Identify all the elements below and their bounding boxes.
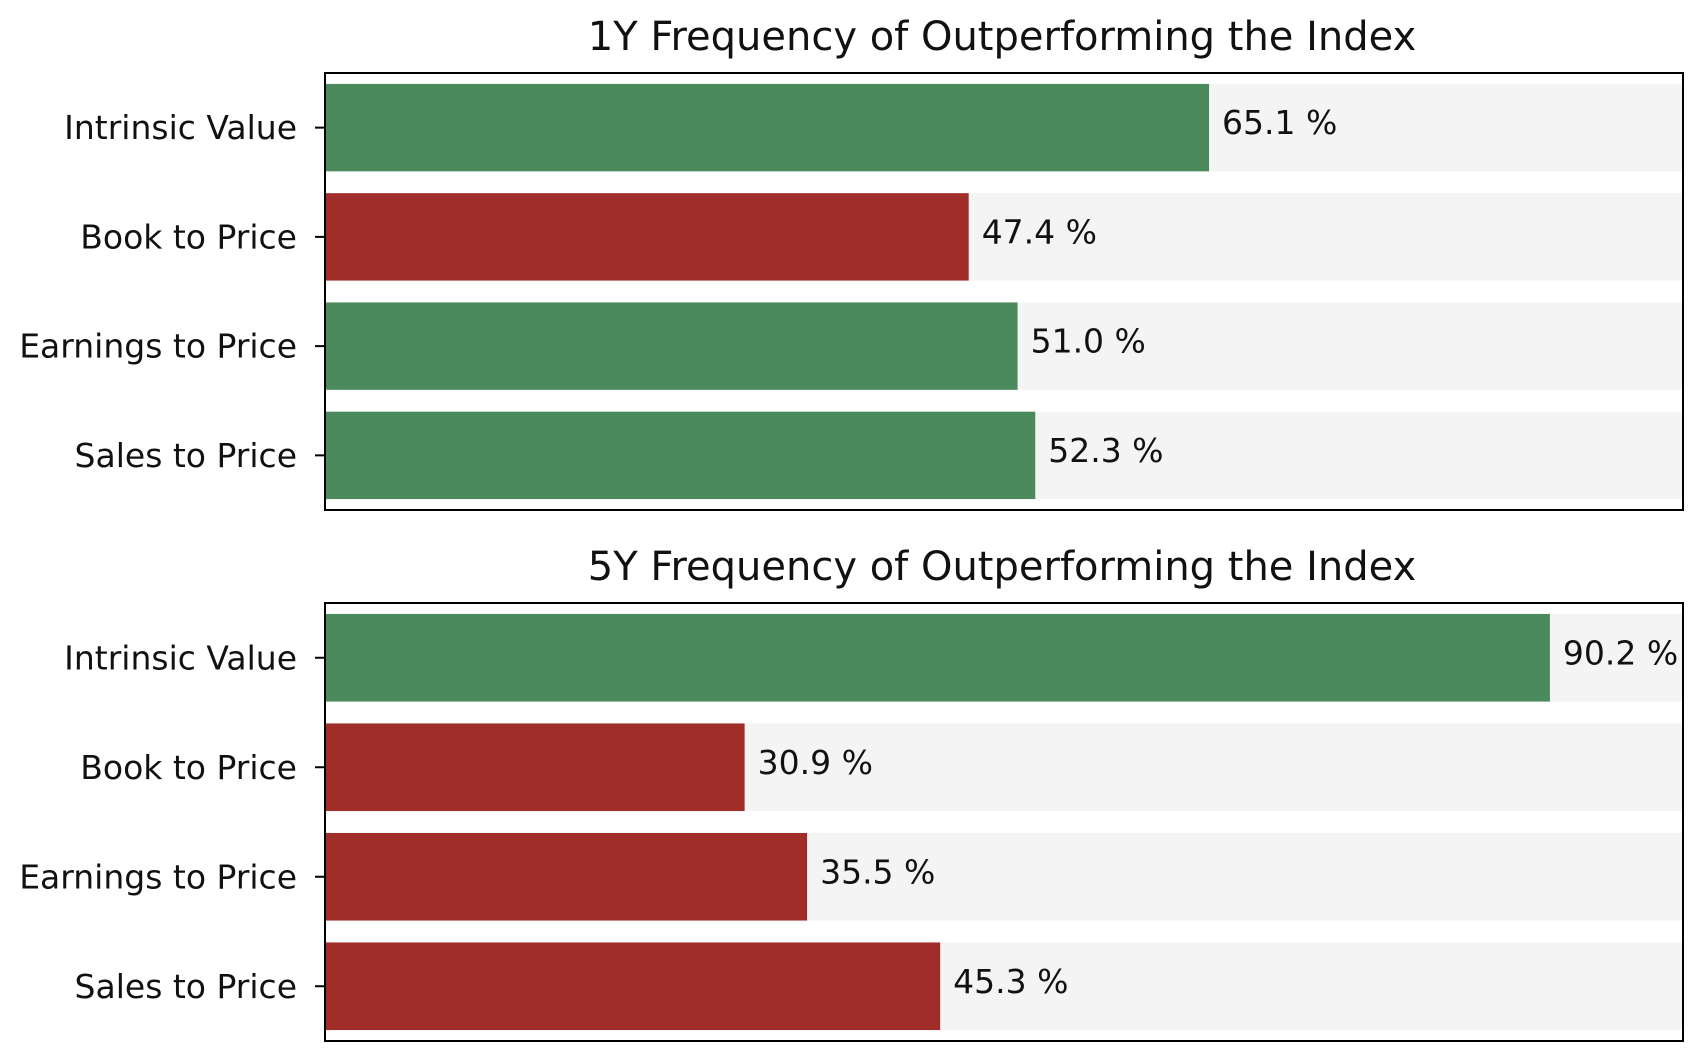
y-tick-label-1y-earnings-to-price: Earnings to Price <box>19 327 297 366</box>
panel-1y: 1Y Frequency of Outperforming the Index … <box>19 14 1684 511</box>
value-label-5y-earnings-to-price: 35.5 % <box>820 852 935 891</box>
value-label-5y-intrinsic-value: 90.2 % <box>1563 633 1678 672</box>
value-label-1y-earnings-to-price: 51.0 % <box>1031 322 1146 361</box>
value-label-5y-book-to-price: 30.9 % <box>758 743 873 782</box>
bar-5y-intrinsic-value <box>325 613 1550 702</box>
bar-1y-earnings-to-price <box>325 302 1018 390</box>
chart-title-1y: 1Y Frequency of Outperforming the Index <box>588 14 1417 60</box>
bar-5y-earnings-to-price <box>325 832 808 921</box>
panel-5y: 5Y Frequency of Outperforming the Index … <box>19 544 1684 1042</box>
bar-1y-sales-to-price <box>325 411 1036 500</box>
value-label-1y-book-to-price: 47.4 % <box>982 212 1097 251</box>
bar-1y-intrinsic-value <box>325 83 1210 172</box>
bar-1y-book-to-price <box>325 193 969 281</box>
value-label-1y-sales-to-price: 52.3 % <box>1048 431 1163 470</box>
y-tick-label-1y-intrinsic-value: Intrinsic Value <box>64 108 297 147</box>
bar-5y-sales-to-price <box>325 942 941 1031</box>
y-tick-label-5y-book-to-price: Book to Price <box>80 748 297 787</box>
y-tick-label-5y-earnings-to-price: Earnings to Price <box>19 857 297 896</box>
value-label-5y-sales-to-price: 45.3 % <box>953 962 1068 1001</box>
y-tick-label-1y-sales-to-price: Sales to Price <box>75 436 297 475</box>
chart-title-5y: 5Y Frequency of Outperforming the Index <box>588 544 1417 590</box>
y-tick-label-5y-intrinsic-value: Intrinsic Value <box>64 638 297 677</box>
axes-frame-1y <box>324 72 1684 511</box>
axes-frame-5y <box>324 602 1684 1042</box>
y-tick-label-5y-sales-to-price: Sales to Price <box>75 967 297 1006</box>
bar-5y-book-to-price <box>325 723 745 812</box>
value-label-1y-intrinsic-value: 65.1 % <box>1222 103 1337 142</box>
y-tick-label-1y-book-to-price: Book to Price <box>80 217 297 256</box>
